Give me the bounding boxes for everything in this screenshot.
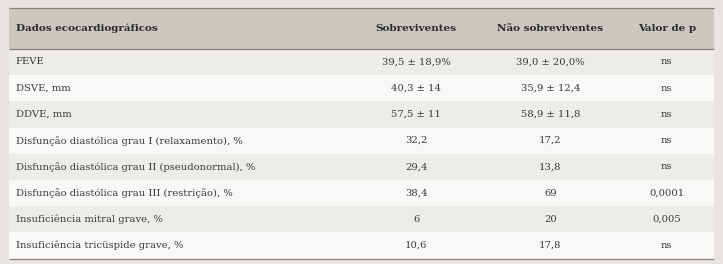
Bar: [9, 206, 714, 233]
Text: 17,2: 17,2: [539, 136, 562, 145]
Text: Disfunção diastólica grau II (pseudonormal), %: Disfunção diastólica grau II (pseudonorm…: [16, 162, 255, 172]
Bar: [9, 180, 714, 206]
Text: ns: ns: [661, 58, 672, 67]
Text: ns: ns: [661, 110, 672, 119]
Text: 13,8: 13,8: [539, 162, 562, 171]
Text: 69: 69: [544, 189, 557, 198]
Bar: [9, 101, 714, 128]
Text: Sobreviventes: Sobreviventes: [376, 24, 457, 33]
Text: 39,0 ± 20,0%: 39,0 ± 20,0%: [516, 58, 585, 67]
Bar: [9, 75, 714, 101]
Text: Insuficiência tricüspide grave, %: Insuficiência tricüspide grave, %: [16, 241, 184, 250]
Text: 40,3 ± 14: 40,3 ± 14: [391, 84, 441, 93]
Text: 39,5 ± 18,9%: 39,5 ± 18,9%: [382, 58, 450, 67]
Text: 0,005: 0,005: [652, 215, 681, 224]
Bar: [9, 233, 714, 259]
Text: 38,4: 38,4: [405, 189, 427, 198]
Text: 35,9 ± 12,4: 35,9 ± 12,4: [521, 84, 580, 93]
Text: ns: ns: [661, 241, 672, 250]
Text: Disfunção diastólica grau I (relaxamento), %: Disfunção diastólica grau I (relaxamento…: [16, 136, 243, 145]
Text: 20: 20: [544, 215, 557, 224]
Text: Valor de p: Valor de p: [638, 24, 696, 33]
Text: Insuficiência mitral grave, %: Insuficiência mitral grave, %: [16, 215, 163, 224]
Text: 58,9 ± 11,8: 58,9 ± 11,8: [521, 110, 580, 119]
Text: 57,5 ± 11: 57,5 ± 11: [391, 110, 441, 119]
Text: 17,8: 17,8: [539, 241, 562, 250]
Text: ns: ns: [661, 84, 672, 93]
Text: ns: ns: [661, 136, 672, 145]
Text: 10,6: 10,6: [405, 241, 427, 250]
Text: 32,2: 32,2: [405, 136, 427, 145]
Text: DDVE, mm: DDVE, mm: [16, 110, 72, 119]
Text: 29,4: 29,4: [405, 162, 427, 171]
Text: DSVE, mm: DSVE, mm: [16, 84, 71, 93]
Bar: [9, 154, 714, 180]
Bar: [9, 49, 714, 75]
Bar: [9, 8, 714, 49]
Text: 0,0001: 0,0001: [649, 189, 684, 198]
Text: Não sobreviventes: Não sobreviventes: [497, 24, 603, 33]
Text: ns: ns: [661, 162, 672, 171]
Text: FEVE: FEVE: [16, 58, 45, 67]
Text: Dados ecocardiográficos: Dados ecocardiográficos: [16, 24, 158, 33]
Text: 6: 6: [413, 215, 419, 224]
Text: Disfunção diastólica grau III (restrição), %: Disfunção diastólica grau III (restrição…: [16, 188, 233, 198]
Bar: [9, 128, 714, 154]
